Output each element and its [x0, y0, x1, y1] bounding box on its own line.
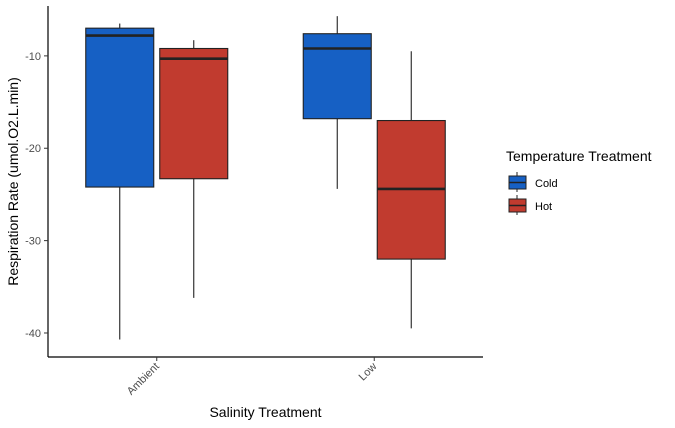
y-tick-label: -10 [25, 51, 41, 63]
y-tick-label: -40 [25, 328, 41, 340]
box-hot-ambient [159, 40, 229, 298]
y-tick-label: -30 [25, 236, 41, 248]
legend-item-hot: Hot [508, 195, 552, 215]
legend-items: Cold Hot [508, 172, 558, 215]
legend-label: Hot [535, 201, 552, 213]
plot-area [85, 16, 446, 340]
box-body [85, 27, 155, 188]
x-axis-ticks: Ambient Low [125, 357, 380, 398]
x-tick-label: Low [357, 361, 380, 384]
x-axis-title: Salinity Treatment [209, 404, 321, 420]
legend-label: Cold [535, 178, 558, 190]
x-tick-label: Ambient [125, 361, 162, 398]
legend: Temperature Treatment Cold Hot [506, 148, 652, 215]
y-tick-label: -20 [25, 143, 41, 155]
y-axis-title: Respiration Rate (umol.O2.L.min) [5, 77, 21, 286]
legend-item-cold: Cold [508, 172, 558, 192]
y-axis-ticks: -10 -20 -30 -40 [25, 51, 48, 340]
box-hot-low [376, 51, 446, 329]
box-body [159, 47, 229, 180]
box-cold-low [302, 16, 372, 189]
legend-title: Temperature Treatment [506, 148, 652, 164]
box-cold-ambient [85, 23, 155, 340]
box-body [302, 33, 372, 120]
